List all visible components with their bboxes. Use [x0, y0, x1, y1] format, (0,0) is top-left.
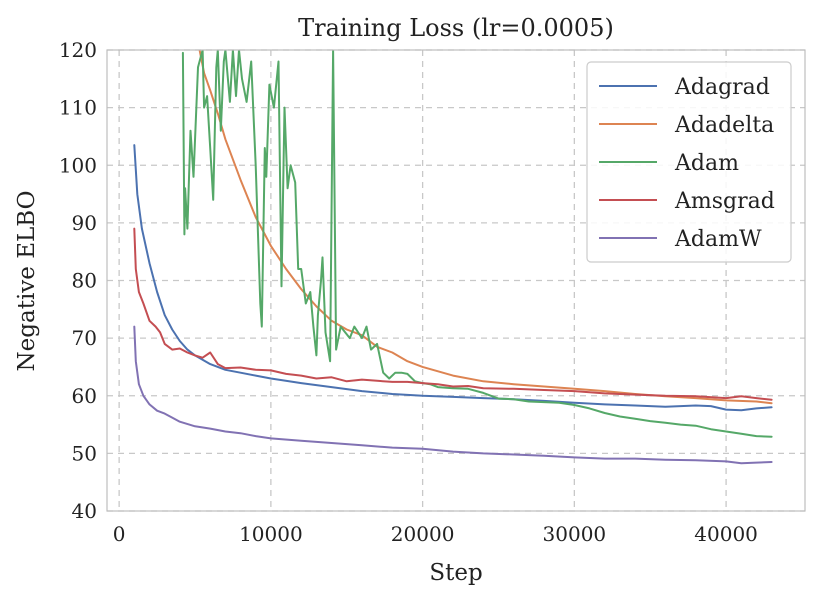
y-tick-label: 80	[72, 269, 97, 293]
legend-label-adadelta: Adadelta	[674, 113, 774, 138]
y-tick-label: 40	[72, 499, 97, 523]
y-tick-labels: 40 50 60 70 80 90 100 110 120	[59, 38, 97, 523]
legend-label-adam: Adam	[674, 151, 739, 176]
legend: Adagrad Adadelta Adam Amsgrad AdamW	[586, 61, 792, 263]
plot-frame	[106, 49, 806, 512]
series-line-adagrad	[133, 144, 773, 412]
chart-title: Training Loss (lr=0.0005)	[298, 14, 614, 42]
legend-label-amsgrad: Amsgrad	[674, 189, 775, 214]
y-axis-label: Negative ELBO	[14, 191, 40, 372]
y-tick-label: 60	[72, 384, 97, 408]
y-tick-label: 120	[59, 38, 97, 62]
legend-label-adamw: AdamW	[674, 227, 762, 252]
y-tick-label: 100	[59, 153, 97, 177]
x-tick-label: 40000	[694, 522, 758, 546]
y-tick-label: 50	[72, 441, 97, 465]
y-tick-label: 110	[59, 96, 97, 120]
x-tick-label: 30000	[543, 522, 607, 546]
y-tick-label: 70	[72, 326, 97, 350]
legend-label-adagrad: Adagrad	[674, 75, 770, 100]
series-line-adamw	[133, 325, 773, 465]
series-layer	[133, 50, 773, 465]
x-axis-label: Step	[429, 560, 482, 586]
x-tick-labels: 0 10000 20000 30000 40000	[113, 522, 758, 546]
x-tick-label: 20000	[391, 522, 455, 546]
series-line-amsgrad	[133, 227, 773, 401]
y-tick-label: 90	[72, 211, 97, 235]
series-line-adam	[181, 50, 773, 438]
legend-box	[586, 61, 792, 263]
x-tick-label: 0	[113, 522, 126, 546]
x-tick-label: 10000	[239, 522, 303, 546]
